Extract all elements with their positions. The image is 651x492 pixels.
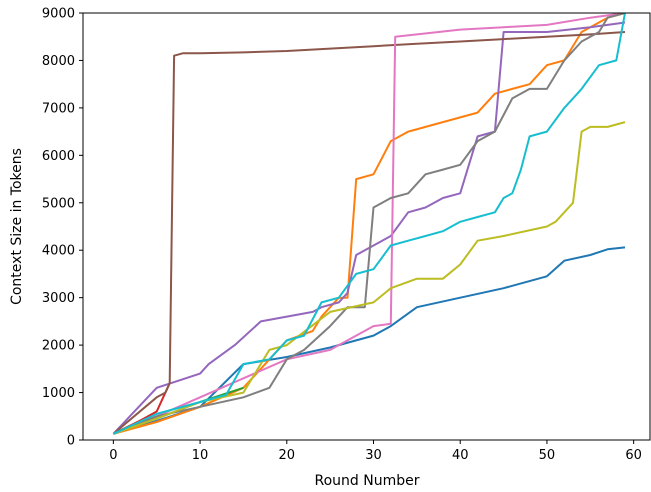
series-line-9 [112,13,626,435]
x-tick-label: 20 [279,448,296,463]
y-tick-label: 3000 [42,291,75,306]
series-layer [112,13,626,435]
y-tick-label: 8000 [42,54,75,69]
series-line-4 [112,21,626,435]
y-tick-label: 6000 [42,149,75,164]
y-tick-label: 7000 [42,101,75,116]
x-tick-label: 60 [625,448,642,463]
series-line-0 [113,246,626,435]
x-tick-label: 0 [109,448,117,463]
y-tick-label: 2000 [42,339,75,354]
plot-area [82,12,651,441]
plot-background [83,13,650,440]
x-axis: 0 10 20 30 40 50 60 [109,440,642,463]
x-tick-label: 50 [539,448,556,463]
y-tick-label: 9000 [42,7,75,22]
y-axis-title: Context Size in Tokens [9,148,25,305]
series-line-6 [113,13,626,435]
x-tick-label: 40 [452,448,469,463]
y-tick-label: 1000 [42,386,75,401]
y-tick-label: 0 [67,434,75,449]
x-tick-label: 30 [365,448,382,463]
y-tick-label: 4000 [42,244,75,259]
plot-frame [82,12,651,441]
x-tick-label: 10 [192,448,209,463]
x-axis-title: Round Number [315,473,420,489]
series-line-5 [112,31,626,435]
series-line-7 [113,13,626,435]
series-line-8 [113,121,626,435]
y-axis: 0 1000 2000 3000 4000 5000 6000 7000 8000 9000 [42,7,83,449]
y-tick-label: 5000 [42,196,75,211]
